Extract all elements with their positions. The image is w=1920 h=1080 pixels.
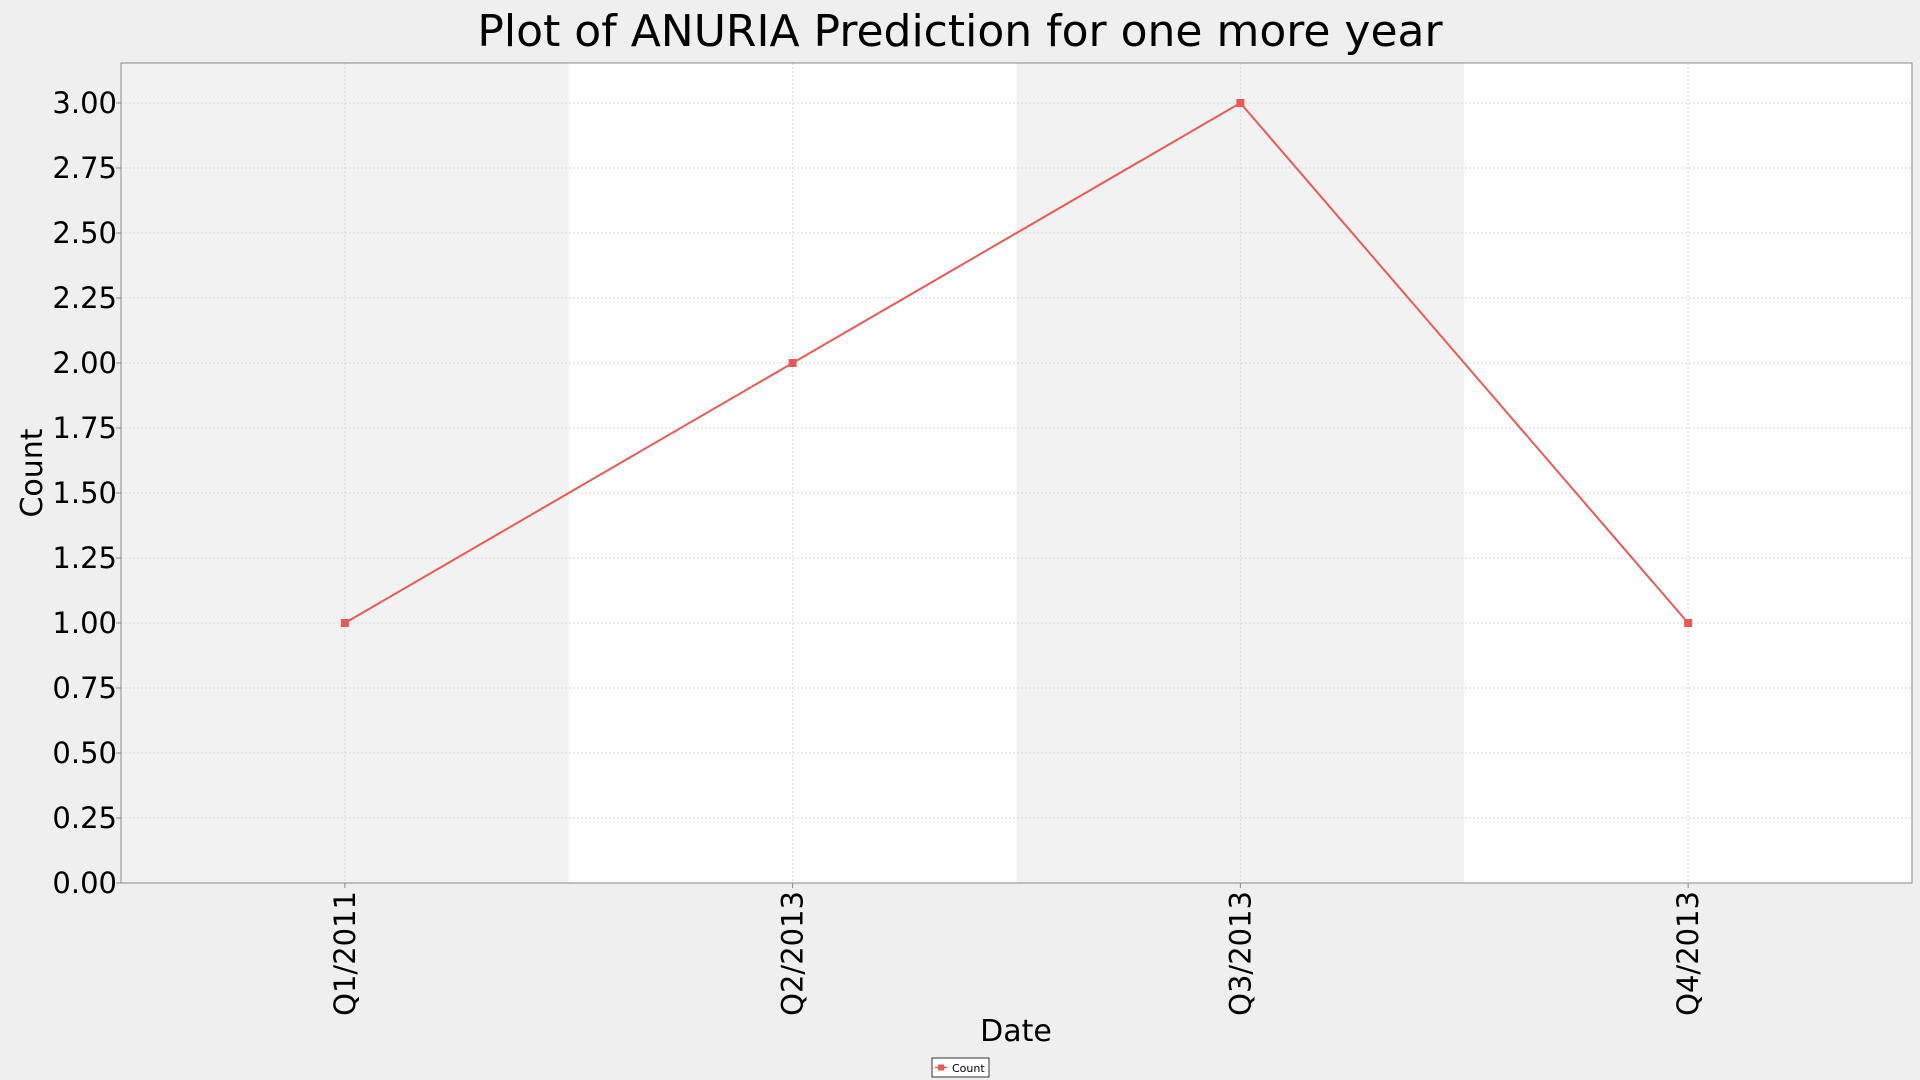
legend-series-marker	[938, 1064, 944, 1071]
y-tick-label: 2.50	[52, 216, 117, 250]
y-tick-label: 0.75	[52, 671, 117, 705]
data-point-marker	[340, 619, 349, 627]
data-point-marker	[1236, 99, 1245, 107]
y-axis-ticks: 0.00 0.25 0.50 0.75 1.00 1.25 1.50 1.75 2.00 2.25…	[52, 86, 121, 900]
gridlines	[121, 63, 1912, 884]
x-tick-label: Q3/2013	[1223, 891, 1257, 1016]
x-tick-label: Q4/2013	[1671, 891, 1705, 1016]
y-tick-label: 0.00	[52, 866, 117, 900]
y-tick-label: 0.50	[52, 736, 117, 770]
y-tick-label: 1.25	[52, 541, 117, 575]
x-axis-label: Date	[980, 1014, 1052, 1049]
y-axis-label: Count	[15, 428, 50, 517]
plot-area-border	[120, 62, 1913, 884]
y-tick-label: 3.00	[52, 86, 117, 120]
y-tick-label: 1.00	[52, 606, 117, 640]
x-axis-ticks: Q1/2011 Q2/2013 Q3/2013 Q4/2013	[328, 883, 1705, 1016]
y-tick-label: 0.25	[52, 801, 117, 835]
plot-background-bands	[121, 63, 1912, 883]
legend-box	[931, 1057, 990, 1078]
y-tick-label: 2.75	[52, 151, 117, 185]
chart-title: Plot of ANURIA Prediction for one more y…	[477, 6, 1443, 57]
y-tick-label: 1.50	[52, 476, 117, 510]
legend: Count	[931, 1057, 990, 1078]
y-tick-label: 1.75	[52, 411, 117, 445]
y-tick-label: 2.00	[52, 346, 117, 380]
series-layer	[340, 99, 1693, 627]
series-line	[344, 101, 1689, 624]
y-tick-label: 2.25	[52, 281, 117, 315]
x-tick-label: Q2/2013	[776, 891, 810, 1016]
legend-series-label: Count	[952, 1062, 985, 1075]
data-point-marker	[1684, 619, 1693, 627]
x-tick-label: Q1/2011	[328, 891, 362, 1016]
data-point-marker	[788, 359, 797, 367]
